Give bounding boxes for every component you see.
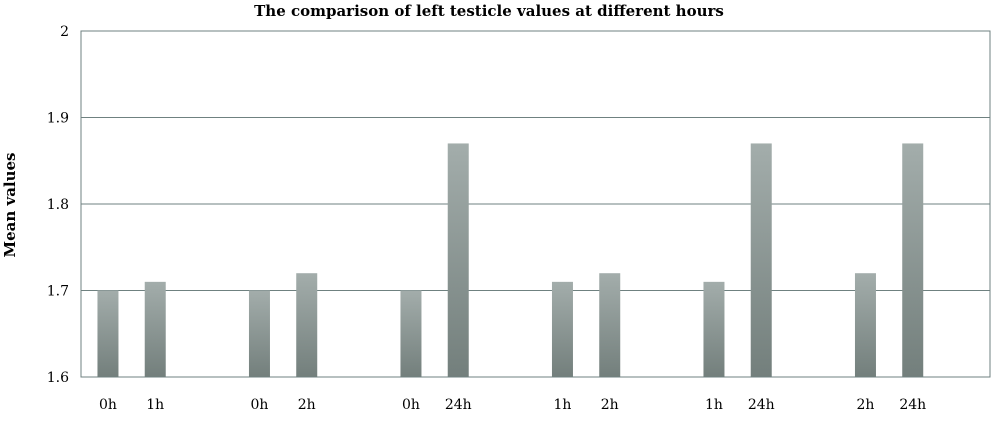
y-tick-label: 1.8 [47, 197, 69, 213]
bar [854, 273, 876, 377]
bar [97, 290, 119, 377]
y-tick-label: 1.9 [47, 111, 69, 127]
bar [296, 273, 318, 377]
x-tick-label: 2h [601, 397, 619, 413]
bar [599, 273, 621, 377]
x-tick-label: 2h [298, 397, 316, 413]
x-tick-label: 1h [705, 397, 723, 413]
y-tick-label: 1.7 [47, 284, 69, 300]
bar [703, 281, 725, 377]
x-tick-label: 0h [250, 397, 268, 413]
y-axis-label: Mean values [1, 152, 19, 257]
x-tick-labels: 0h 1h 0h 2h 0h 24h 1h 2h 1h 24h 2h 24h [99, 397, 926, 413]
x-tick-label: 1h [553, 397, 571, 413]
x-tick-label: 24h [748, 397, 775, 413]
bar [750, 143, 772, 377]
plot-frame [80, 30, 991, 378]
y-tick-label: 2 [60, 24, 69, 40]
x-tick-label: 0h [402, 397, 420, 413]
chart-title: The comparison of left testicle values a… [254, 2, 724, 20]
grid-lines [81, 30, 990, 378]
x-tick-label: 0h [99, 397, 117, 413]
x-tick-label: 1h [146, 397, 164, 413]
x-tick-label: 24h [899, 397, 926, 413]
bar [902, 143, 924, 377]
bar [248, 290, 270, 377]
bar [144, 281, 166, 377]
y-tick-label: 1.6 [47, 370, 69, 386]
y-tick-labels: 1.6 1.7 1.8 1.9 2 [47, 24, 69, 386]
bar [447, 143, 469, 377]
x-tick-label: 2h [856, 397, 874, 413]
bars [97, 143, 924, 377]
bar [551, 281, 573, 377]
bar [400, 290, 422, 377]
x-tick-label: 24h [445, 397, 472, 413]
